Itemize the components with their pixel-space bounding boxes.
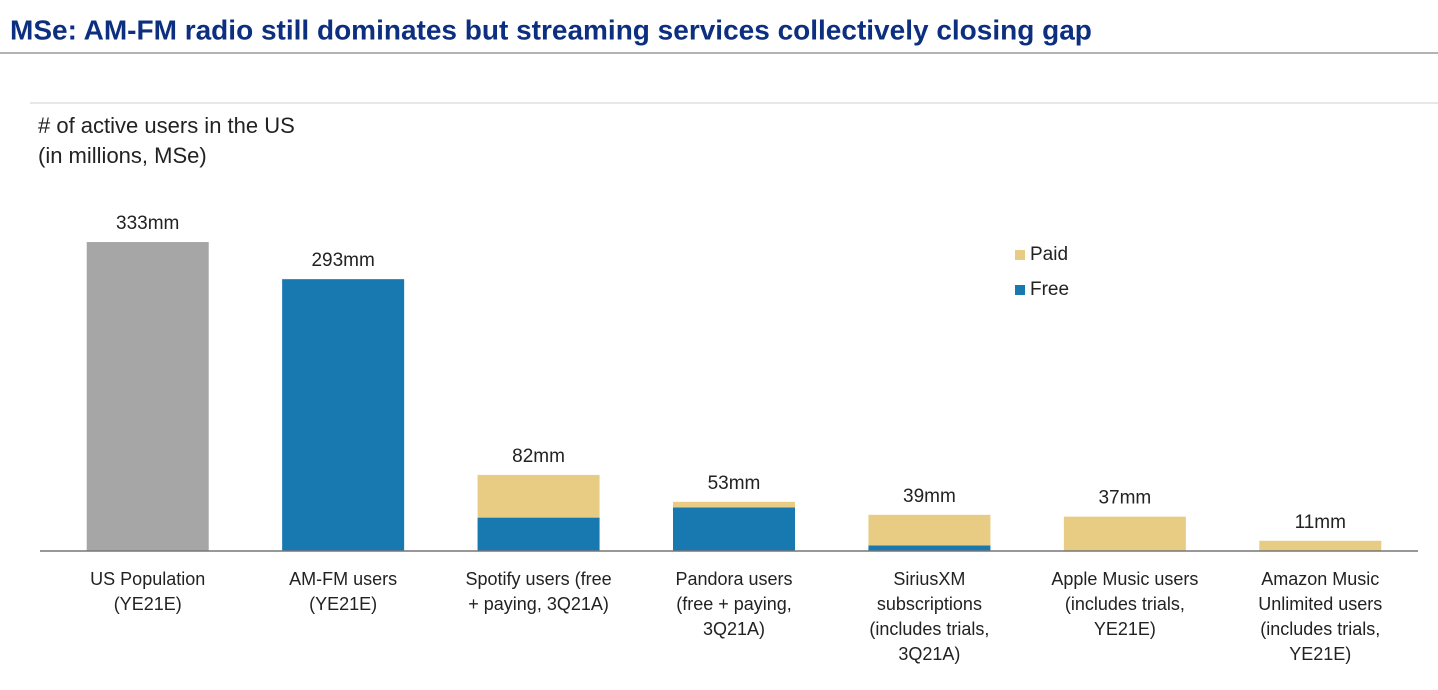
x-tick-label: 3Q21A) xyxy=(703,619,765,639)
x-tick-label: + paying, 3Q21A) xyxy=(468,594,609,614)
bar-segment xyxy=(86,242,209,552)
x-tick-label: Pandora users xyxy=(675,569,792,589)
chart-title: MSe: AM-FM radio still dominates but str… xyxy=(10,14,1092,45)
x-tick-label: Unlimited users xyxy=(1258,594,1382,614)
bar-segment xyxy=(868,514,991,546)
legend-swatch xyxy=(1015,250,1025,260)
x-tick-label: (free + paying, xyxy=(676,594,792,614)
total-label: 11mm xyxy=(1295,512,1346,533)
subtitle: # of active users in the US xyxy=(38,113,295,138)
x-tick-label: Amazon Music xyxy=(1261,569,1379,589)
x-tick-label: subscriptions xyxy=(877,594,982,614)
bar-segment xyxy=(1063,516,1186,551)
legend-label: Free xyxy=(1030,279,1069,300)
x-tick-label: (YE21E) xyxy=(309,594,377,614)
x-tick-label: (includes trials, xyxy=(1260,619,1380,639)
bar-segment xyxy=(1259,540,1382,551)
legend-label: Paid xyxy=(1030,244,1068,265)
x-tick-label: (includes trials, xyxy=(1065,594,1185,614)
legend-swatch xyxy=(1015,285,1025,295)
total-label: 333mm xyxy=(116,213,179,234)
subtitle: (in millions, MSe) xyxy=(38,143,207,168)
bar-segment xyxy=(673,501,795,508)
x-tick-label: SiriusXM xyxy=(893,569,965,589)
bar-segment xyxy=(282,279,405,551)
x-tick-label: YE21E) xyxy=(1289,644,1351,664)
x-tick-label: (YE21E) xyxy=(114,594,182,614)
x-tick-label: US Population xyxy=(90,569,205,589)
x-tick-label: Spotify users (free xyxy=(466,569,612,589)
x-tick-label: YE21E) xyxy=(1094,619,1156,639)
total-label: 82mm xyxy=(512,446,565,467)
total-label: 39mm xyxy=(903,486,956,507)
bar-segment xyxy=(673,507,795,551)
total-label: 37mm xyxy=(1098,488,1151,509)
total-label: 53mm xyxy=(708,473,761,494)
x-tick-label: AM-FM users xyxy=(289,569,397,589)
bar-segment xyxy=(868,545,991,551)
x-tick-label: 3Q21A) xyxy=(898,644,960,664)
bar-segment xyxy=(477,517,600,551)
x-tick-label: Apple Music users xyxy=(1051,569,1198,589)
total-label: 293mm xyxy=(311,250,374,271)
x-tick-label: (includes trials, xyxy=(869,619,989,639)
bar-segment xyxy=(477,474,600,518)
